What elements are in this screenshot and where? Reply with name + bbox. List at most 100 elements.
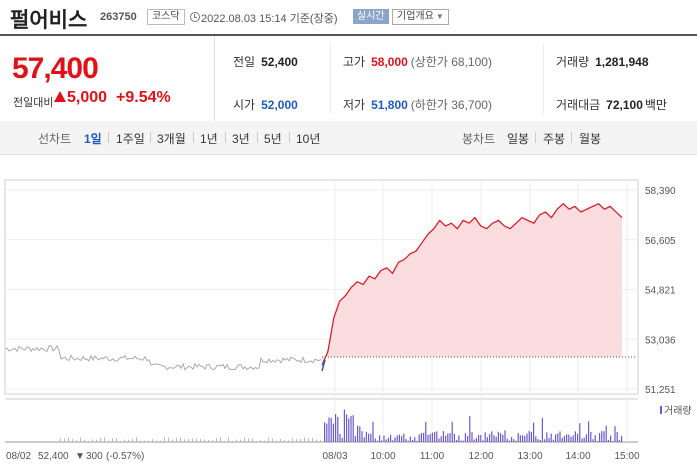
volume-bar [427, 434, 429, 442]
volume-bar [220, 437, 221, 442]
tab-monthly[interactable]: 월봉 [579, 132, 602, 146]
volume-bar [244, 437, 245, 442]
tab-5year[interactable]: 5년 [264, 132, 282, 146]
volume-bar [497, 431, 499, 442]
volume-bar [412, 440, 414, 442]
volume-bar [385, 439, 387, 442]
volume-bar [381, 440, 383, 442]
volume-bar [188, 438, 189, 442]
line-chart-label: 선차트 [38, 132, 72, 146]
stock-code: 263750 [100, 11, 137, 23]
volume-legend-swatch [660, 406, 662, 414]
volume-bar [552, 439, 554, 442]
volume-bar [180, 437, 181, 442]
volume-bar [475, 438, 477, 442]
volume-bar [383, 435, 385, 442]
volume-bar [144, 440, 145, 442]
up-triangle-icon [54, 91, 66, 102]
volume-bar [330, 417, 332, 442]
volume-bar [447, 433, 449, 442]
change-value: 5,000 [54, 89, 107, 107]
volume-bar [548, 437, 550, 442]
volume-bar [585, 434, 587, 442]
volume-bar [570, 437, 572, 442]
volume-bar [526, 433, 528, 442]
tab-3month[interactable]: 3개월 [157, 132, 186, 146]
volume-bar [539, 439, 541, 442]
intraday-chart[interactable]: 58,390 56,605 54,821 53,036 51,251 08/03 10:00… [0, 155, 697, 467]
volume-bar [124, 439, 125, 442]
volume-bar [590, 431, 592, 442]
volume-bar [451, 421, 453, 442]
realtime-button[interactable]: 실시간 [353, 9, 389, 24]
tab-daily[interactable]: 일봉 [507, 132, 530, 146]
company-info-dropdown[interactable]: 기업개요 ▼ [392, 9, 449, 25]
volume-bar [80, 437, 81, 442]
tab-1week[interactable]: 1주일 [116, 132, 145, 146]
volume-bar [431, 432, 433, 442]
volume-bar [480, 435, 482, 442]
volume-bar [462, 440, 464, 442]
divider [543, 44, 544, 114]
volume-bar [442, 431, 444, 442]
tab-1day[interactable]: 1일 [84, 132, 102, 146]
tab-10year[interactable]: 10년 [296, 132, 321, 146]
tab-1year[interactable]: 1년 [200, 132, 218, 146]
volume-bar [176, 437, 177, 442]
volume-bar [621, 435, 623, 442]
volume-bar [365, 431, 367, 442]
volume-bar [401, 436, 403, 442]
volume-bar [434, 432, 436, 442]
volume-bar [420, 433, 422, 442]
volume-bar [515, 440, 517, 442]
volume-bar [484, 432, 486, 442]
volume-bar [208, 439, 209, 442]
stock-header: 펄어비스 263750 코스닥 2022.08.03 15:14 기준(장중) … [0, 0, 697, 34]
prev-close: 전일 52,400 [233, 55, 298, 69]
volume-bar [372, 421, 374, 442]
volume-bar [357, 425, 359, 442]
volume-bar [387, 437, 389, 442]
volume-bar [394, 437, 396, 442]
volume-bar [486, 437, 488, 442]
volume-bar [272, 438, 273, 442]
volume-bar [252, 438, 253, 442]
tab-3year[interactable]: 3년 [232, 132, 250, 146]
volume-bar [583, 437, 585, 442]
volume-bar [192, 438, 193, 442]
price-plot-frame [4, 179, 639, 395]
volume-bar [506, 438, 508, 442]
volume-bar [316, 439, 317, 442]
tab-weekly[interactable]: 주봉 [543, 132, 566, 146]
change-amount: 5,000 [67, 89, 108, 106]
volume-bar [308, 438, 309, 442]
x-tick-label: 08/03 [322, 451, 347, 462]
volume-bar [172, 439, 173, 442]
volume-bar [610, 435, 612, 442]
volume-bar [530, 432, 532, 442]
volume-bar [374, 438, 376, 442]
volume-bar [341, 437, 343, 442]
volume-bar [88, 440, 89, 442]
volume-bar [363, 437, 365, 442]
volume-bar [471, 432, 473, 442]
volume-bar [491, 431, 493, 442]
volume-bar [453, 433, 455, 442]
volume-bar [555, 434, 557, 442]
high-price: 고가 58,000 (상한가 68,100) [343, 55, 492, 69]
volume-bar [522, 435, 524, 442]
prev-day-close: 52,400 [38, 451, 69, 462]
volume-bar [228, 437, 229, 442]
volume-bar [128, 439, 129, 442]
volume-bar [616, 431, 618, 442]
volume-bar [368, 433, 370, 442]
volume-bar [288, 440, 289, 442]
volume-bar [335, 414, 337, 442]
volume-bar [409, 436, 411, 442]
volume-bar [300, 438, 301, 442]
stock-name: 펄어비스 [10, 9, 88, 32]
volume-bar [566, 434, 568, 442]
volume-legend-label: 거래량 [664, 405, 692, 417]
volume-bar [588, 421, 590, 442]
volume-bar [572, 435, 574, 442]
